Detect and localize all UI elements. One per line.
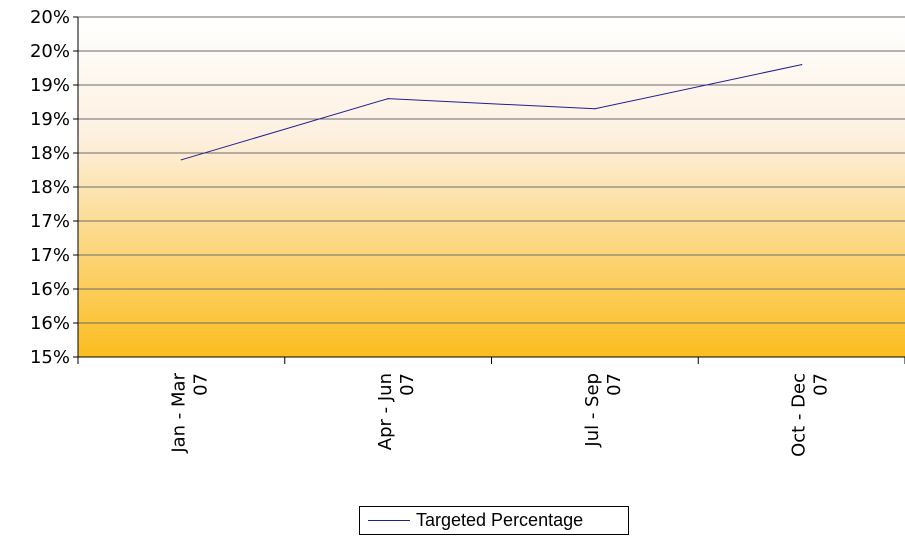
y-tick-label: 19%	[30, 75, 70, 96]
x-category-label: Jul - Sep07	[582, 373, 625, 448]
y-tick-label: 18%	[30, 143, 70, 164]
x-category-label: Oct - Dec07	[789, 373, 832, 457]
y-tick-label: 20%	[30, 41, 70, 62]
y-tick-label: 16%	[30, 313, 70, 334]
y-axis-ticks: 15% 16% 16% 17% 17% 18% 18% 19% 19% 20% 20%	[30, 7, 79, 368]
x-axis: Jan - Mar07 Apr - Jun07 Jul - Sep07 Oct - D…	[77, 357, 905, 457]
data-point	[180, 159, 182, 161]
x-category-label: Jan - Mar07	[168, 372, 211, 453]
x-category-label: Apr - Jun07	[375, 373, 418, 450]
y-tick-label: 17%	[30, 245, 70, 266]
data-point	[594, 108, 596, 110]
y-tick-label: 20%	[30, 7, 70, 28]
y-tick-label: 15%	[30, 347, 70, 368]
data-point	[387, 98, 389, 100]
series-layer	[180, 64, 803, 161]
y-tick-label: 19%	[30, 109, 70, 130]
legend-label: Targeted Percentage	[416, 510, 584, 530]
y-tick-label: 16%	[30, 279, 70, 300]
legend: Targeted Percentage	[359, 506, 629, 535]
y-tick-label: 17%	[30, 211, 70, 232]
y-tick-label: 18%	[30, 177, 70, 198]
series-line	[181, 64, 802, 161]
legend-line-swatch	[368, 520, 410, 521]
data-point	[801, 64, 803, 66]
gridlines	[78, 16, 905, 358]
